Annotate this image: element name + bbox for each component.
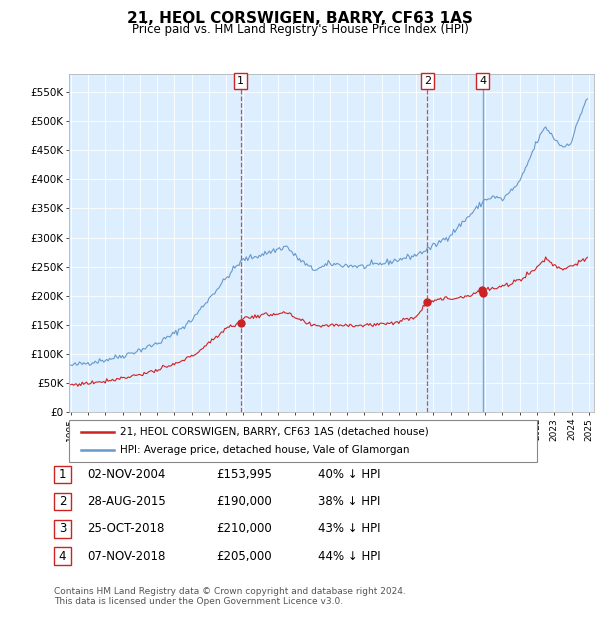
Text: 44% ↓ HPI: 44% ↓ HPI	[318, 550, 380, 562]
Text: 1: 1	[59, 468, 66, 481]
Text: 21, HEOL CORSWIGEN, BARRY, CF63 1AS: 21, HEOL CORSWIGEN, BARRY, CF63 1AS	[127, 11, 473, 25]
Text: 02-NOV-2004: 02-NOV-2004	[87, 468, 166, 481]
Text: Contains HM Land Registry data © Crown copyright and database right 2024.: Contains HM Land Registry data © Crown c…	[54, 587, 406, 596]
Text: 2: 2	[59, 495, 66, 508]
Text: 43% ↓ HPI: 43% ↓ HPI	[318, 523, 380, 535]
Text: 3: 3	[59, 523, 66, 535]
Text: £153,995: £153,995	[216, 468, 272, 481]
Text: Price paid vs. HM Land Registry's House Price Index (HPI): Price paid vs. HM Land Registry's House …	[131, 23, 469, 36]
Text: 38% ↓ HPI: 38% ↓ HPI	[318, 495, 380, 508]
Text: £210,000: £210,000	[216, 523, 272, 535]
Text: 21, HEOL CORSWIGEN, BARRY, CF63 1AS (detached house): 21, HEOL CORSWIGEN, BARRY, CF63 1AS (det…	[120, 427, 429, 436]
Text: This data is licensed under the Open Government Licence v3.0.: This data is licensed under the Open Gov…	[54, 597, 343, 606]
Text: 4: 4	[479, 76, 486, 86]
Text: HPI: Average price, detached house, Vale of Glamorgan: HPI: Average price, detached house, Vale…	[120, 445, 409, 455]
Text: 40% ↓ HPI: 40% ↓ HPI	[318, 468, 380, 481]
Text: 25-OCT-2018: 25-OCT-2018	[87, 523, 164, 535]
Text: 2: 2	[424, 76, 431, 86]
Text: £205,000: £205,000	[216, 550, 272, 562]
Text: 07-NOV-2018: 07-NOV-2018	[87, 550, 166, 562]
Text: 4: 4	[59, 550, 66, 562]
Text: 28-AUG-2015: 28-AUG-2015	[87, 495, 166, 508]
Text: £190,000: £190,000	[216, 495, 272, 508]
Text: 1: 1	[237, 76, 244, 86]
